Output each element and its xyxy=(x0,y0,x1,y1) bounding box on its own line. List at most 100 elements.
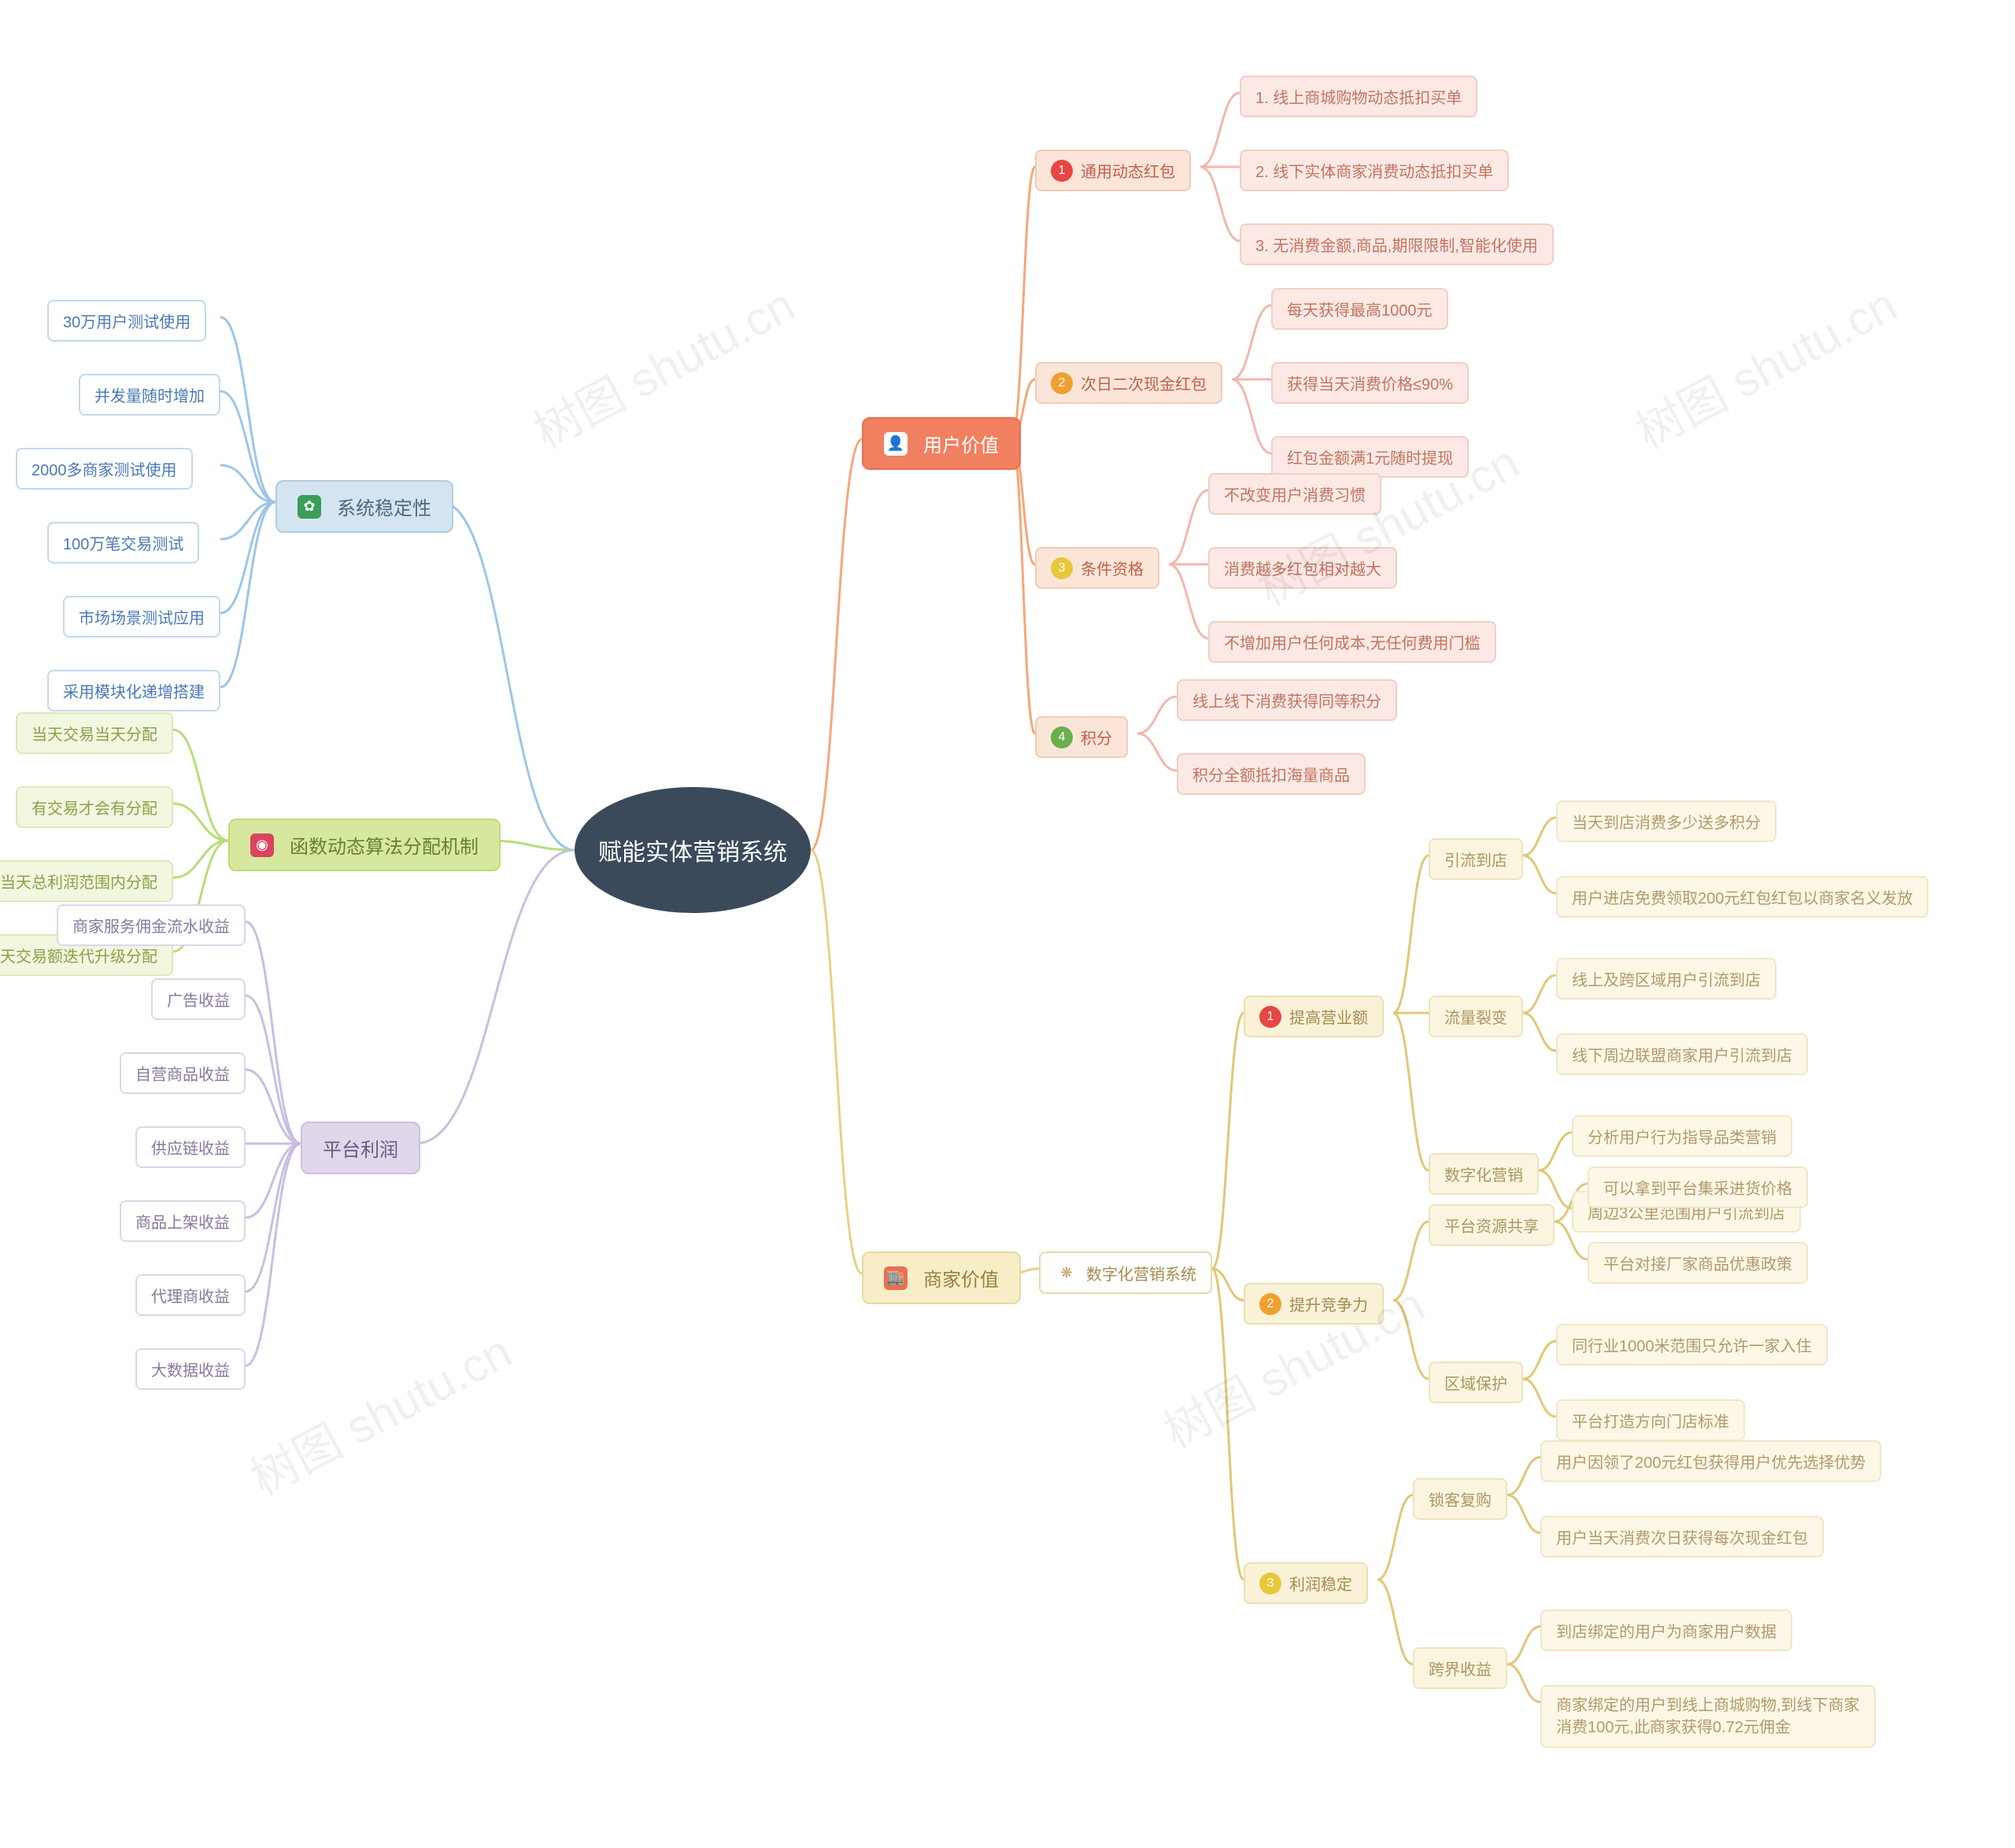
branch-merchant-value: 🏬商家价值 xyxy=(862,1251,1021,1304)
connector xyxy=(1539,1133,1572,1170)
leaf-label: 用户当天消费次日获得每次现金红包 xyxy=(1556,1525,1808,1548)
connector xyxy=(1393,1222,1429,1300)
connector xyxy=(1200,93,1240,167)
connector xyxy=(246,1144,301,1366)
leaf-label: 不改变用户消费习惯 xyxy=(1224,482,1366,505)
connector xyxy=(246,1070,301,1144)
leaf-stability-4: 市场场景测试应用 xyxy=(63,596,220,638)
dms-leaf-0-1-0: 线上及跨区域用户引流到店 xyxy=(1556,958,1777,1000)
node-label: 引流到店 xyxy=(1444,848,1507,870)
leaf-stability-2: 2000多商家测试使用 xyxy=(16,448,193,490)
dms-l4-0-0: 引流到店 xyxy=(1429,838,1523,880)
flower-icon: ❋ xyxy=(1055,1261,1078,1284)
connector xyxy=(246,922,301,1144)
connector xyxy=(1393,856,1429,1013)
connector xyxy=(246,996,301,1144)
leaf-label: 平台打造方向门店标准 xyxy=(1572,1409,1729,1432)
leaf-label: 商家服务佣金流水收益 xyxy=(72,914,230,937)
connector xyxy=(1523,1341,1556,1379)
connector xyxy=(1011,439,1035,734)
uv-leaf-0-2: 3. 无消费金额,商品,期限限制,智能化使用 xyxy=(1240,224,1554,265)
connector xyxy=(220,317,275,502)
leaf-stability-3: 100万笔交易测试 xyxy=(47,522,199,564)
connector xyxy=(220,502,275,613)
dms-l4-0-1: 流量裂变 xyxy=(1429,996,1523,1037)
leaf-label: 有交易才会有分配 xyxy=(31,796,157,819)
leaf-stability-0: 30万用户测试使用 xyxy=(47,300,206,342)
leaf-label: 100万笔交易测试 xyxy=(63,531,183,554)
leaf-label: 市场场景测试应用 xyxy=(79,605,205,628)
leaf-algorithm-0: 当天交易当天分配 xyxy=(16,712,173,754)
node-label: 通用动态红包 xyxy=(1081,159,1175,182)
leaf-label: 同行业1000米范围只允许一家入住 xyxy=(1572,1333,1812,1356)
connector xyxy=(1377,1495,1413,1580)
node-label: 流量裂变 xyxy=(1444,1005,1507,1028)
node-label: 积分 xyxy=(1081,726,1112,748)
leaf-label: 消费越多红包相对越大 xyxy=(1224,556,1381,579)
connector xyxy=(1507,1665,1540,1702)
connector xyxy=(811,850,862,1273)
uv-sub-0: 1通用动态红包 xyxy=(1035,150,1191,191)
connector xyxy=(1232,379,1271,453)
connector xyxy=(1507,1458,1540,1495)
dms-leaf-1-1-0: 同行业1000米范围只允许一家入住 xyxy=(1556,1324,1828,1366)
badge-2: 2 xyxy=(1051,372,1073,394)
connector xyxy=(441,502,575,850)
badge-icon: 2 xyxy=(1259,1293,1281,1315)
leaf-label: 1. 线上商城购物动态抵扣买单 xyxy=(1255,85,1462,108)
leaf-label: 算法根据每天交易额迭代升级分配 xyxy=(0,944,157,967)
leaf-label: 30万用户测试使用 xyxy=(63,309,190,332)
leaf-label: 并发量随时增加 xyxy=(94,383,205,406)
leaf-label: 商家绑定的用户到线上商城购物,到线下商家 消费100元,此商家获得0.72元佣金 xyxy=(1556,1695,1860,1739)
connector xyxy=(1169,564,1208,638)
branch-label: 平台利润 xyxy=(323,1134,398,1162)
badge-icon: 1 xyxy=(1259,1006,1281,1028)
branch-label: 函数动态算法分配机制 xyxy=(290,831,479,859)
leaf-label: 到店绑定的用户为商家用户数据 xyxy=(1556,1619,1777,1642)
dms-leaf-0-2-0: 分析用户行为指导品类营销 xyxy=(1572,1115,1792,1157)
leaf-stability-5: 采用模块化递增搭建 xyxy=(47,670,220,711)
dms-leaf-0-0-0: 当天到店消费多少送多积分 xyxy=(1556,800,1777,842)
connector xyxy=(1200,167,1240,241)
node-label: 区域保护 xyxy=(1444,1371,1507,1394)
mv-dms: ❋ 数字化营销系统 xyxy=(1039,1251,1212,1294)
node-label: 跨界收益 xyxy=(1429,1657,1492,1680)
uv-leaf-1-1: 获得当天消费价格≤90% xyxy=(1271,362,1469,404)
leaf-label: 获得当天消费价格≤90% xyxy=(1287,371,1453,394)
node-label: 锁客复购 xyxy=(1429,1488,1492,1510)
connector xyxy=(220,465,275,502)
leaf-label: 代理商收益 xyxy=(151,1284,230,1307)
leaf-algorithm-2: 当天总利润范围内分配 xyxy=(0,860,173,902)
uv-leaf-3-0: 线上线下消费获得同等积分 xyxy=(1177,679,1397,721)
connector xyxy=(173,730,228,841)
connector xyxy=(1393,1013,1429,1170)
node-label: 数字化营销系统 xyxy=(1086,1262,1196,1284)
user-icon: 👤 xyxy=(884,432,908,456)
shop-icon: 🏬 xyxy=(884,1266,908,1290)
badge-3: 3 xyxy=(1051,557,1073,579)
connector xyxy=(1523,975,1556,1013)
node-label: 数字化营销 xyxy=(1444,1162,1523,1185)
leaf-label: 不增加用户任何成本,无任何费用门槛 xyxy=(1224,630,1481,653)
leaf-profit-5: 代理商收益 xyxy=(135,1274,246,1316)
uv-sub-1: 2 次日二次现金红包 xyxy=(1035,362,1222,404)
uv-leaf-3-1: 积分全额抵扣海量商品 xyxy=(1177,753,1366,795)
node-label: 条件资格 xyxy=(1081,556,1144,579)
dms-sub-2: 3利润稳定 xyxy=(1244,1562,1368,1604)
node-label: 次日二次现金红包 xyxy=(1081,371,1207,394)
leaf-label: 2000多商家测试使用 xyxy=(31,457,177,480)
leaf-label: 可以拿到平台集采进货价格 xyxy=(1603,1176,1792,1199)
leaf-profit-2: 自营商品收益 xyxy=(120,1052,246,1094)
chart-icon: ◉ xyxy=(250,833,274,857)
node-label: 提升竞争力 xyxy=(1289,1292,1368,1315)
leaf-profit-0: 商家服务佣金流水收益 xyxy=(57,904,246,946)
dms-l4-0-2: 数字化营销 xyxy=(1429,1153,1539,1195)
leaf-label: 分析用户行为指导品类营销 xyxy=(1588,1125,1777,1148)
connector xyxy=(1523,856,1556,893)
uv-leaf-1-2: 红包金额满1元随时提现 xyxy=(1271,436,1469,478)
branch-label: 系统稳定性 xyxy=(337,493,431,520)
leaf-label: 当天交易当天分配 xyxy=(31,722,157,745)
connector xyxy=(1011,167,1035,439)
dms-leaf-0-0-1: 用户进店免费领取200元红包红包以商家名义发放 xyxy=(1556,876,1928,918)
watermark: 树图 shutu.cn xyxy=(1622,268,1907,462)
